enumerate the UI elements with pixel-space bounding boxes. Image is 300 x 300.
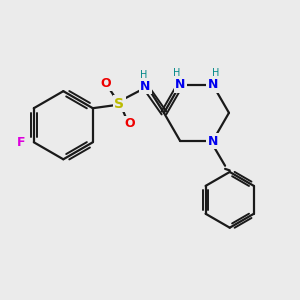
Text: N: N: [208, 134, 218, 148]
Text: H: H: [212, 68, 220, 78]
Text: N: N: [140, 80, 151, 93]
Text: N: N: [175, 78, 185, 91]
Text: S: S: [114, 97, 124, 111]
Text: N: N: [208, 78, 218, 91]
Text: H: H: [173, 68, 181, 78]
Text: F: F: [17, 136, 26, 149]
Text: O: O: [124, 117, 135, 130]
Text: H: H: [140, 70, 148, 80]
Text: O: O: [100, 77, 110, 90]
